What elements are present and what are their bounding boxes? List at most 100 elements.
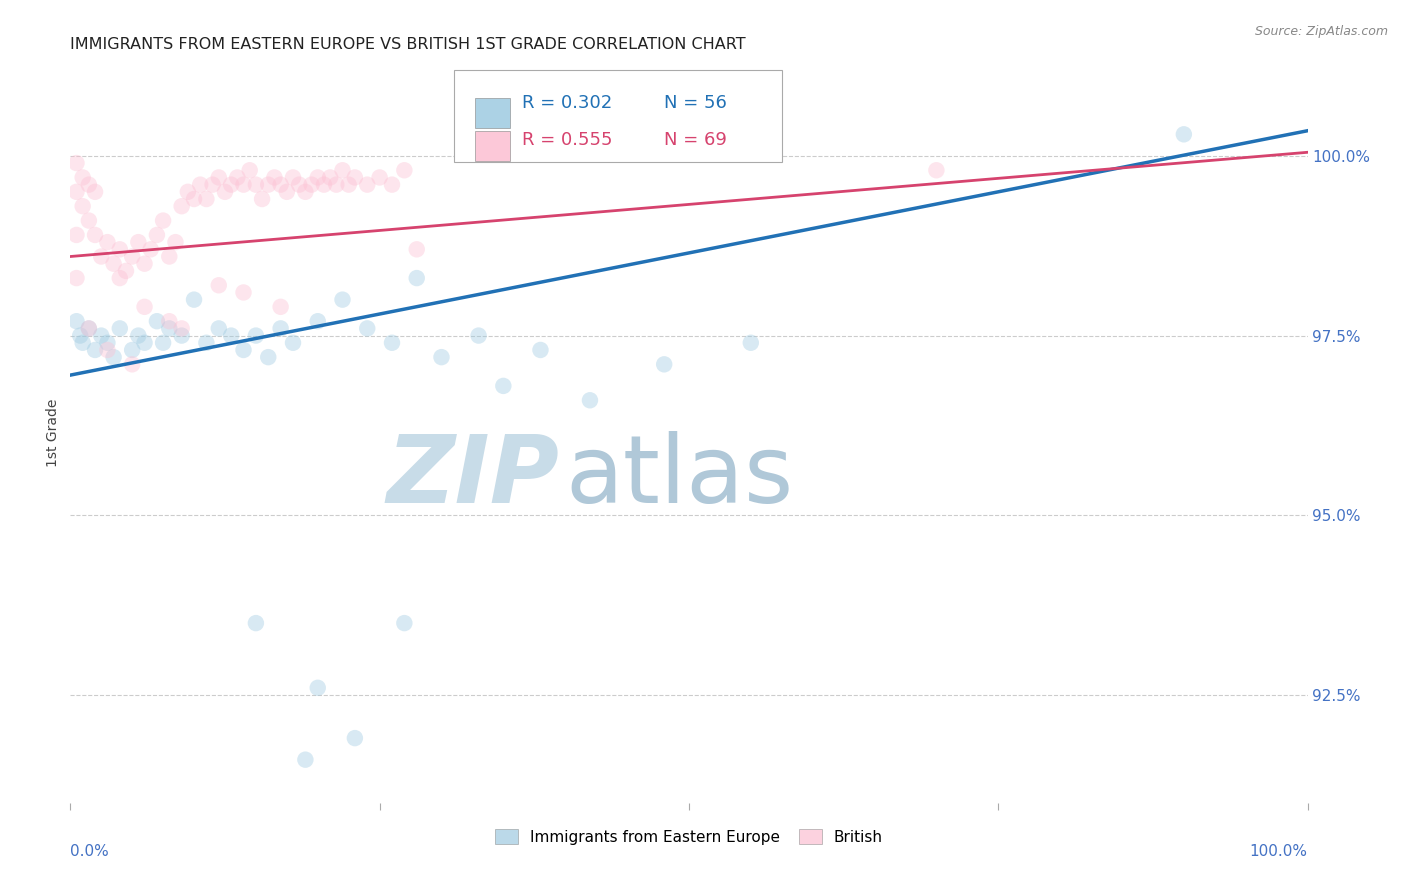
Point: [170, 328, 193, 343]
Point: [96, 335, 118, 350]
Point: [214, 185, 236, 199]
Point: [325, 178, 347, 192]
Text: ZIP: ZIP: [387, 431, 560, 523]
Point: [394, 163, 416, 178]
Point: [232, 343, 254, 357]
Point: [108, 321, 131, 335]
Point: [72, 335, 94, 350]
Point: [108, 271, 131, 285]
Point: [208, 278, 231, 293]
Point: [65, 271, 87, 285]
Point: [77, 178, 100, 192]
Point: [467, 328, 489, 343]
Point: [195, 335, 218, 350]
Point: [319, 170, 342, 185]
Text: 100.0%: 100.0%: [1250, 844, 1308, 858]
Point: [157, 314, 180, 328]
FancyBboxPatch shape: [475, 98, 509, 128]
Point: [157, 321, 180, 335]
Point: [294, 753, 316, 767]
Point: [177, 185, 200, 199]
Point: [257, 178, 280, 192]
Point: [219, 328, 242, 343]
Point: [103, 350, 125, 364]
Point: [183, 192, 205, 206]
Text: atlas: atlas: [565, 431, 793, 523]
Point: [146, 227, 169, 242]
Point: [90, 250, 112, 264]
Point: [103, 257, 125, 271]
Point: [579, 393, 602, 408]
Point: [281, 170, 304, 185]
Point: [195, 192, 218, 206]
Point: [65, 185, 87, 199]
Point: [165, 235, 187, 249]
Point: [343, 731, 366, 745]
Point: [307, 170, 329, 185]
Point: [368, 170, 391, 185]
Point: [115, 264, 138, 278]
Point: [139, 243, 162, 257]
Point: [245, 616, 267, 631]
Point: [77, 213, 100, 227]
Text: IMMIGRANTS FROM EASTERN EUROPE VS BRITISH 1ST GRADE CORRELATION CHART: IMMIGRANTS FROM EASTERN EUROPE VS BRITIS…: [70, 37, 747, 52]
Point: [307, 681, 329, 695]
Point: [925, 163, 948, 178]
Point: [84, 227, 107, 242]
Point: [65, 227, 87, 242]
Point: [183, 293, 205, 307]
Point: [294, 185, 316, 199]
Point: [245, 178, 267, 192]
Point: [332, 163, 354, 178]
Point: [201, 178, 224, 192]
Point: [84, 343, 107, 357]
Point: [208, 170, 231, 185]
Point: [381, 335, 404, 350]
Point: [239, 163, 262, 178]
Point: [127, 235, 149, 249]
Text: R = 0.302: R = 0.302: [522, 95, 612, 112]
Point: [170, 321, 193, 335]
Point: [343, 170, 366, 185]
Point: [170, 199, 193, 213]
Point: [69, 328, 91, 343]
Point: [381, 178, 404, 192]
Point: [270, 300, 292, 314]
Point: [288, 178, 311, 192]
Point: [1173, 128, 1195, 142]
Point: [356, 321, 378, 335]
Point: [188, 178, 211, 192]
Point: [307, 314, 329, 328]
Point: [356, 178, 378, 192]
Point: [72, 199, 94, 213]
Point: [77, 321, 100, 335]
Y-axis label: 1st Grade: 1st Grade: [46, 399, 60, 467]
Point: [121, 357, 143, 371]
Point: [270, 178, 292, 192]
Point: [72, 170, 94, 185]
Point: [121, 250, 143, 264]
Point: [90, 328, 112, 343]
Point: [219, 178, 242, 192]
Point: [312, 178, 335, 192]
Point: [394, 616, 416, 631]
Point: [226, 170, 249, 185]
Point: [96, 343, 118, 357]
Point: [232, 178, 254, 192]
Text: Source: ZipAtlas.com: Source: ZipAtlas.com: [1254, 25, 1388, 38]
Point: [134, 335, 156, 350]
Point: [405, 243, 427, 257]
Point: [152, 213, 174, 227]
Point: [430, 350, 453, 364]
Point: [146, 314, 169, 328]
Point: [96, 235, 118, 249]
Point: [270, 321, 292, 335]
Point: [281, 335, 304, 350]
Point: [257, 350, 280, 364]
Point: [405, 271, 427, 285]
Point: [245, 328, 267, 343]
Point: [232, 285, 254, 300]
Text: N = 69: N = 69: [664, 131, 727, 149]
Point: [152, 335, 174, 350]
Point: [740, 335, 762, 350]
